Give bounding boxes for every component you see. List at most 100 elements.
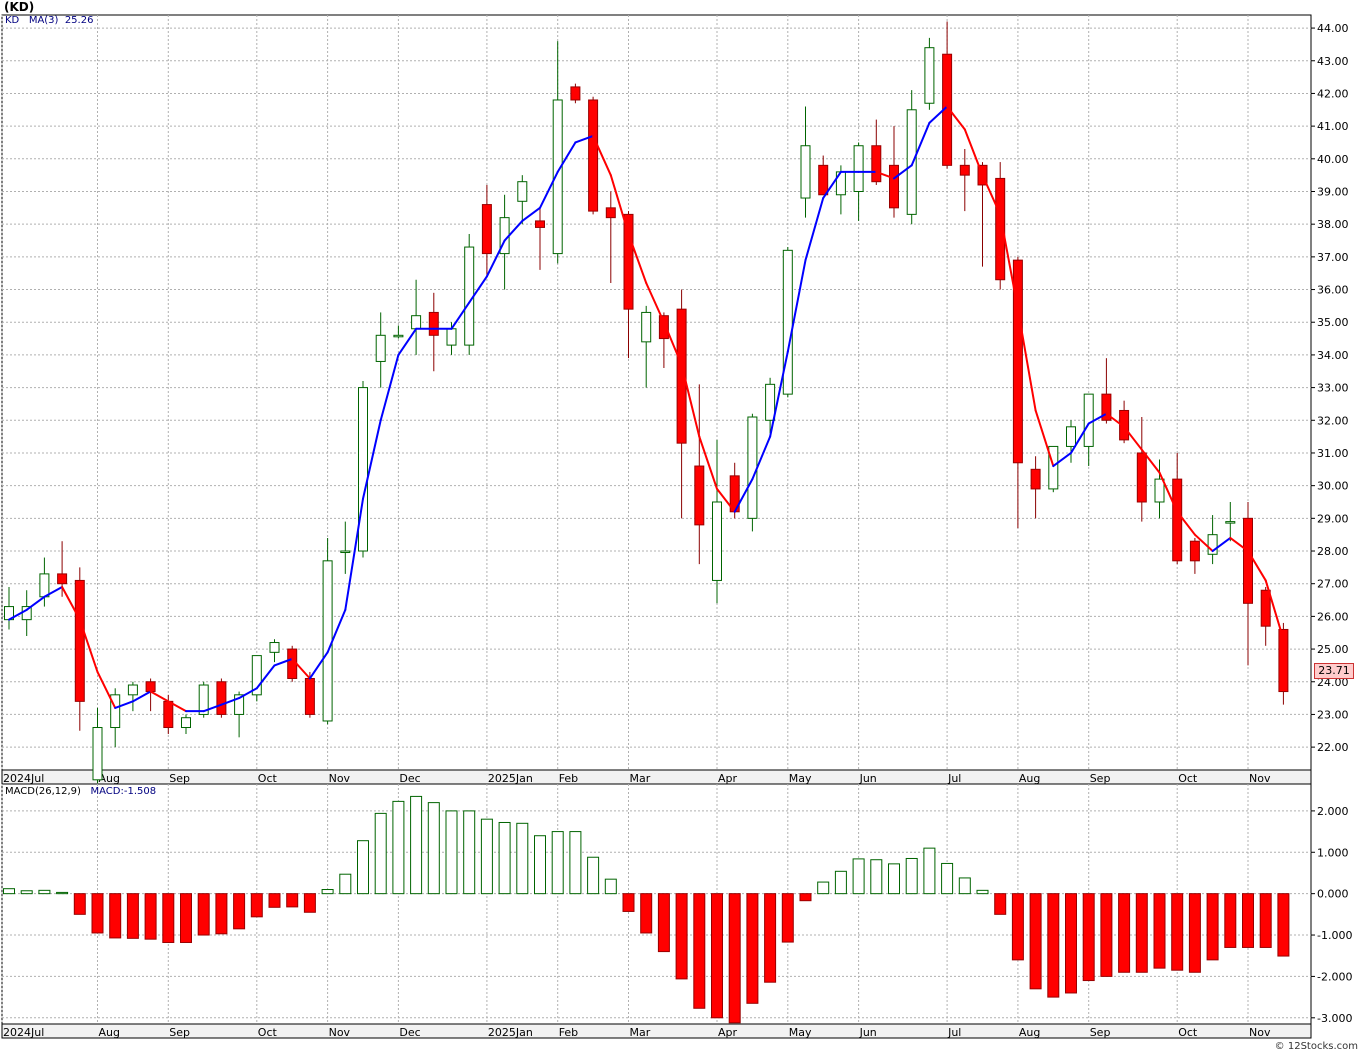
price-xtick-label: Aug [99, 772, 120, 785]
macd-bar [321, 889, 334, 895]
price-xtick-label: Sep [1090, 772, 1111, 785]
macd-bar [516, 822, 529, 895]
macd-bar [126, 893, 139, 939]
ma-line-segment [698, 435, 718, 490]
macd-bar [268, 893, 281, 908]
candle-body [959, 164, 970, 176]
candle-body [800, 145, 811, 199]
ma-line-segment [804, 197, 825, 262]
macd-xaxis-strip [1, 1023, 1312, 1039]
ma-line-segment [627, 232, 648, 285]
candle-body [906, 109, 917, 215]
candle-body [782, 249, 793, 395]
macd-bar [20, 890, 33, 895]
candle-body [358, 387, 368, 552]
price-xtick-label: Oct [1178, 772, 1198, 785]
price-ytick-label: 39.00 [1317, 185, 1349, 198]
candle-body [375, 334, 386, 362]
macd-bar [569, 831, 582, 895]
macd-bar [941, 862, 954, 895]
ma-line-segment [662, 321, 683, 366]
candle-body [127, 684, 138, 696]
candle-body [1207, 534, 1218, 555]
macd-xtick-label: Aug [1019, 1026, 1040, 1039]
ma-line-segment [592, 134, 612, 177]
macd-bar [1118, 893, 1131, 973]
candle-body [1136, 452, 1147, 503]
candle-body [535, 220, 545, 228]
ma-line-segment [291, 657, 311, 680]
macd-ytick-label: -1.000 [1317, 929, 1352, 942]
price-xtick-label: Jun [859, 772, 877, 785]
macd-ytick-label: -3.000 [1317, 1012, 1352, 1025]
candle-body [322, 560, 333, 722]
macd-bar [799, 893, 812, 902]
candle-body [694, 465, 705, 526]
price-ytick-label: 28.00 [1317, 545, 1349, 558]
macd-bar [480, 818, 493, 895]
macd-bar [764, 893, 777, 983]
ma-line-segment [397, 327, 418, 356]
candle-body [110, 694, 121, 729]
ma-line-segment [963, 128, 984, 177]
candle-body [1189, 540, 1200, 562]
macd-bar [1029, 893, 1042, 990]
ma-line-segment [326, 608, 347, 654]
macd-bar [357, 840, 369, 895]
macd-bar [675, 893, 688, 980]
candle-body [92, 727, 103, 781]
macd-bar [1047, 893, 1060, 998]
macd-xtick-label: Apr [718, 1026, 738, 1039]
price-ytick-label: 34.00 [1317, 349, 1349, 362]
price-ytick-label: 40.00 [1317, 153, 1349, 166]
macd-bar [410, 795, 423, 895]
macd-bar [250, 893, 263, 918]
price-ytick-label: 24.00 [1317, 676, 1349, 689]
ma-line-segment [78, 618, 99, 673]
macd-bar [91, 893, 104, 934]
macd-bar [1100, 893, 1113, 977]
macd-bar [923, 847, 936, 895]
macd-xtick-label: Sep [169, 1026, 190, 1039]
ma-line-segment [220, 697, 241, 706]
price-xtick-label: Dec [399, 772, 420, 785]
macd-bar [498, 821, 511, 895]
macd-bar [1224, 893, 1237, 948]
ma-line-segment [255, 664, 276, 690]
ma-line-segment [344, 497, 364, 611]
ma-line-segment [521, 206, 541, 222]
candle-body [393, 334, 404, 338]
candle-body [517, 181, 528, 202]
macd-bar [144, 893, 157, 940]
candle-body [552, 99, 563, 255]
candle-body [57, 573, 68, 585]
candle-body [1101, 393, 1112, 421]
macd-xtick-label: Oct [1178, 1026, 1198, 1039]
price-ytick-label: 25.00 [1317, 643, 1349, 656]
ma-line-segment [1193, 533, 1214, 553]
macd-xtick-label: Dec [399, 1026, 420, 1039]
candle-body [411, 315, 422, 330]
macd-bar [587, 856, 600, 895]
candle-body [1048, 445, 1059, 490]
candle-body [658, 315, 669, 340]
ma-line-segment [910, 121, 931, 167]
macd-bar [905, 857, 918, 895]
price-xaxis-strip [1, 769, 1312, 785]
price-legend: KD MA(3) 25.26 [5, 15, 93, 26]
price-ytick-label: 22.00 [1317, 741, 1349, 754]
macd-bar [162, 893, 175, 943]
watermark: © 12Stocks.com [1274, 1041, 1358, 1052]
ma-line-segment [893, 164, 913, 180]
ma-line-segment [43, 585, 64, 598]
ma-line-segment [1052, 451, 1072, 468]
price-ytick-label: 27.00 [1317, 578, 1349, 591]
macd-xtick-label: Nov [329, 1026, 351, 1039]
price-xtick-label: 2024Jul [3, 772, 44, 785]
ma-line-segment [751, 435, 772, 481]
macd-bar [693, 893, 706, 1009]
macd-bar [286, 893, 299, 908]
macd-bar [746, 893, 759, 1004]
price-xtick-label: Nov [1249, 772, 1271, 785]
candle-body [181, 717, 191, 729]
